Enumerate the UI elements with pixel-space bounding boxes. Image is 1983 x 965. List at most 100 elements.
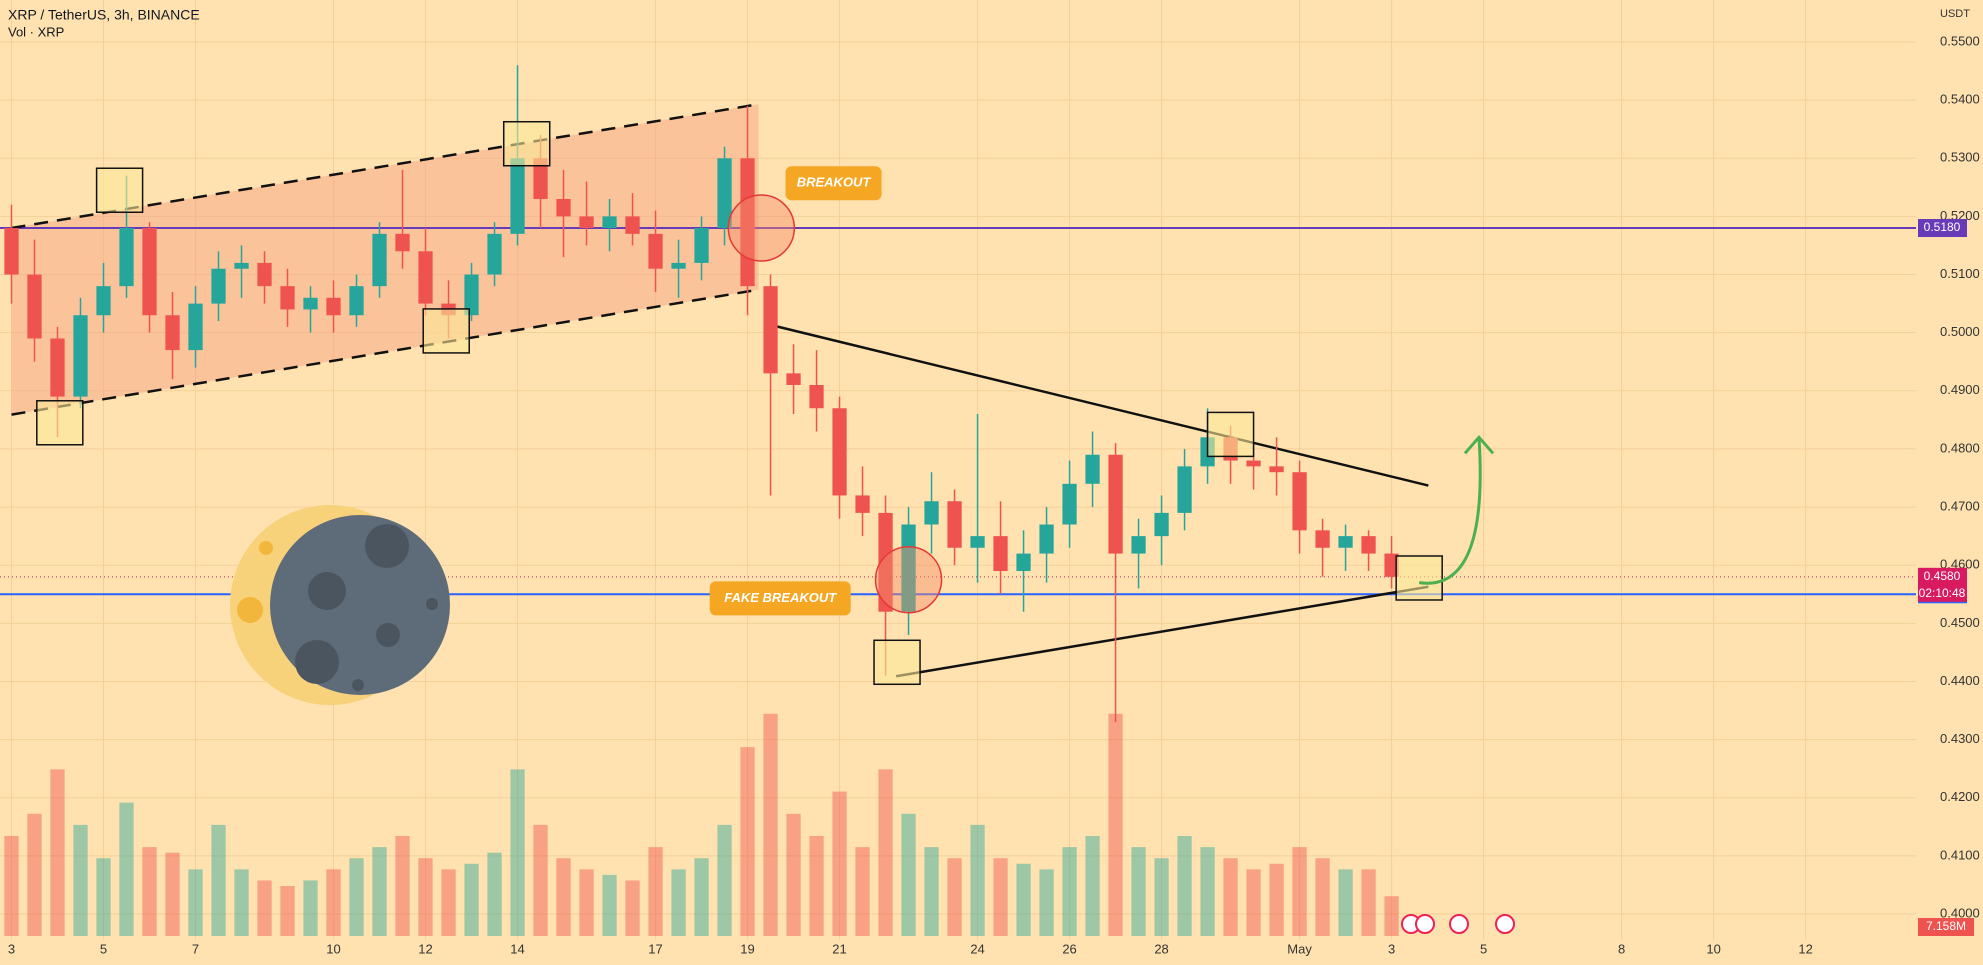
candle-body	[809, 384, 824, 409]
volume-bar	[372, 847, 387, 936]
candle-body	[73, 315, 88, 397]
volume-bar	[648, 847, 663, 936]
volume-bar	[625, 880, 640, 936]
volume-bar	[740, 747, 755, 936]
x-tick-label: 3	[8, 941, 15, 956]
volume-bar	[1223, 858, 1238, 936]
candle-body	[372, 233, 387, 287]
price-tag-label: 0.5180	[1924, 220, 1961, 234]
y-tick-label: 0.4300	[1940, 731, 1980, 746]
candle-body	[50, 338, 65, 397]
projection-arrow	[1418, 435, 1495, 585]
candle-body	[96, 286, 111, 316]
volume-bar	[464, 863, 479, 936]
y-tick-label: 0.5300	[1940, 150, 1980, 165]
price-axis	[1916, 0, 1983, 965]
candle-body	[648, 233, 663, 269]
volume-bar	[533, 824, 548, 936]
volume-bar	[441, 869, 456, 936]
volume-bar	[832, 791, 847, 936]
annotation-box	[709, 581, 851, 616]
volume-bar	[1384, 896, 1399, 936]
candle-body	[717, 158, 732, 229]
candle-body	[694, 228, 709, 263]
y-tick-label: 0.5400	[1940, 92, 1980, 107]
volume-bar	[211, 824, 226, 936]
volume-bar	[96, 858, 111, 936]
volume-bar	[142, 847, 157, 936]
candle-body	[1292, 472, 1307, 531]
x-tick-label: 21	[832, 941, 846, 956]
x-tick-label: May	[1287, 941, 1312, 956]
x-tick-label: 14	[510, 941, 524, 956]
volume-bar	[579, 869, 594, 936]
highlight-box	[502, 120, 551, 167]
candle-body	[487, 233, 502, 275]
volume-tag-label: 7.158M	[1926, 919, 1966, 933]
volume-bar	[1062, 847, 1077, 936]
candle-body	[418, 251, 433, 304]
volume-bar	[188, 869, 203, 936]
candle-body	[119, 228, 134, 287]
candle-body	[1361, 536, 1376, 554]
volume-bar	[1016, 863, 1031, 936]
countdown: 02:10:48	[1919, 586, 1966, 600]
triangle-line	[775, 325, 1429, 487]
highlight-box	[422, 308, 470, 354]
y-tick-label: 0.4900	[1940, 382, 1980, 397]
y-tick-label: 0.5500	[1940, 33, 1980, 48]
highlight-box	[36, 400, 84, 446]
candle-body	[27, 274, 42, 339]
annotation-box	[785, 166, 882, 201]
volume-bar	[602, 874, 617, 936]
candle-body	[556, 198, 571, 217]
candle-body	[1154, 512, 1169, 537]
candle-body	[855, 495, 870, 513]
candle-body	[1131, 536, 1146, 554]
candle-body	[671, 262, 686, 269]
x-tick-label: 12	[1798, 941, 1812, 956]
candle-body	[1062, 483, 1077, 525]
candle-body	[970, 536, 985, 548]
candle-body	[303, 297, 318, 310]
volume-bar	[970, 824, 985, 936]
volume-title: Vol · XRP	[8, 24, 64, 39]
volume-bar	[1200, 847, 1215, 936]
price-tag	[1918, 219, 1967, 238]
volume-bar	[50, 769, 65, 936]
candle-body	[924, 501, 939, 525]
volume-bar	[993, 858, 1008, 936]
moon-icon	[230, 505, 450, 705]
volume-bar	[1292, 847, 1307, 936]
volume-bar	[326, 869, 341, 936]
candle-body	[1246, 460, 1261, 467]
candle-body	[1039, 524, 1054, 554]
event-icons	[1401, 914, 1515, 934]
volume-bar	[349, 858, 364, 936]
volume-bar	[487, 852, 502, 936]
volume-bar	[418, 858, 433, 936]
candle-body	[142, 228, 157, 316]
volume-bar	[556, 858, 571, 936]
volume-bar	[395, 836, 410, 936]
x-tick-label: 10	[326, 941, 340, 956]
volume-bar	[1131, 847, 1146, 936]
candle-body	[832, 408, 847, 496]
volume-bar	[1154, 858, 1169, 936]
channel-line	[11, 288, 759, 416]
candle-body	[602, 216, 617, 229]
x-tick-label: 7	[192, 941, 199, 956]
candle-body	[993, 536, 1008, 572]
y-tick-label: 0.4700	[1940, 499, 1980, 514]
x-tick-label: 19	[740, 941, 754, 956]
candle-body	[395, 233, 410, 252]
candle-body	[1177, 466, 1192, 513]
y-tick-label: 0.5100	[1940, 266, 1980, 281]
x-tick-label: 10	[1706, 941, 1720, 956]
y-tick-label: 0.4400	[1940, 673, 1980, 688]
volume-bar	[1338, 869, 1353, 936]
candle-body	[1384, 553, 1399, 577]
x-tick-label: 5	[100, 941, 107, 956]
